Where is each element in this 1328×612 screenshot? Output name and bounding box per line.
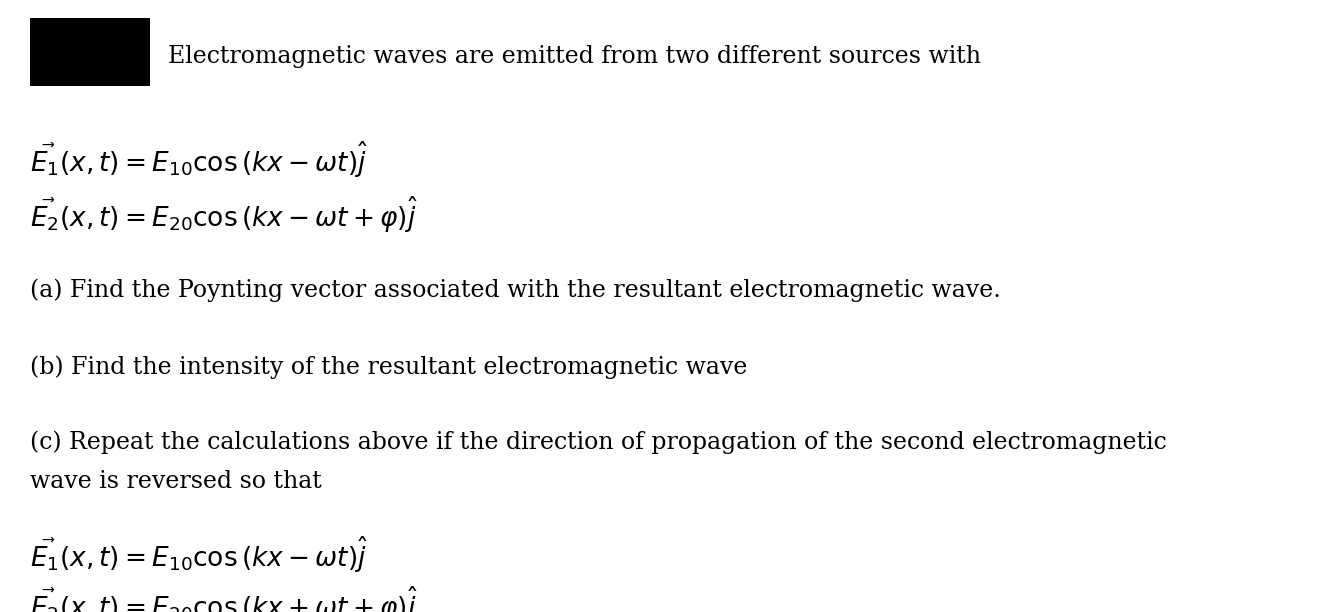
Text: $\vec{E_2}(x,t) = E_{20}\mathrm{cos}\,(kx - \omega t + \varphi)\hat{j}$: $\vec{E_2}(x,t) = E_{20}\mathrm{cos}\,(k… [31,195,418,235]
Text: (c) Repeat the calculations above if the direction of propagation of the second : (c) Repeat the calculations above if the… [31,430,1167,453]
Text: $\vec{E_2}(x,t) = E_{20}\mathrm{cos}\,(kx + \omega t + \varphi)\hat{j}$: $\vec{E_2}(x,t) = E_{20}\mathrm{cos}\,(k… [31,585,418,612]
Bar [31,18,150,86]
Text: $\vec{E_1}(x,t) = E_{10}\mathrm{cos}\,(kx - \omega t)\hat{j}$: $\vec{E_1}(x,t) = E_{10}\mathrm{cos}\,(k… [31,140,368,181]
Text: wave is reversed so that: wave is reversed so that [31,470,321,493]
Text: (b) Find the intensity of the resultant electromagnetic wave: (b) Find the intensity of the resultant … [31,355,748,379]
Text: (a) Find the Poynting vector associated with the resultant electromagnetic wave.: (a) Find the Poynting vector associated … [31,278,1001,302]
Text: Electromagnetic waves are emitted from two different sources with: Electromagnetic waves are emitted from t… [169,45,981,68]
Text: $\vec{E_1}(x,t) = E_{10}\mathrm{cos}\,(kx - \omega t)\hat{j}$: $\vec{E_1}(x,t) = E_{10}\mathrm{cos}\,(k… [31,535,368,575]
